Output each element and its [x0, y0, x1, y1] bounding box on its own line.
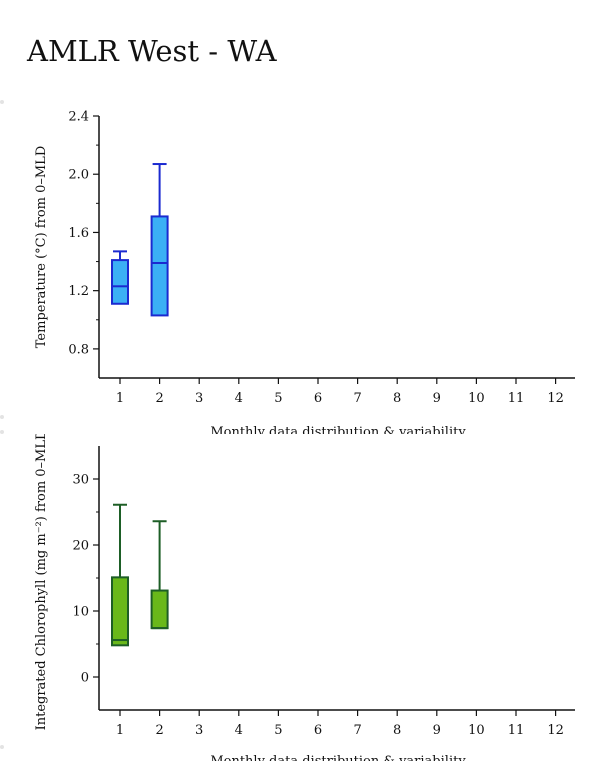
x-tick-label: 3	[195, 391, 203, 406]
y-tick-label: 1.2	[68, 284, 89, 299]
y-tick-label: 1.6	[68, 226, 89, 241]
x-tick-label: 10	[468, 391, 485, 406]
margin-marker	[0, 430, 4, 434]
y-tick-label: 0	[81, 671, 89, 686]
page-title: AMLR West - WA	[27, 34, 277, 68]
temperature-chart: 0.8 1.2 1.6 2.0 2.4 1 2 3 4 5 6 7 8 9 10 11 12 Temperatur…	[0, 100, 600, 434]
x-tick-label: 5	[274, 723, 282, 738]
x-tick-label: 6	[314, 723, 322, 738]
x-tick-label: 11	[508, 391, 525, 406]
x-tick-label: 9	[433, 391, 441, 406]
x-tick-label: 10	[468, 723, 485, 738]
x-tick-label: 1	[116, 723, 124, 738]
x-tick-label: 3	[195, 723, 203, 738]
margin-marker	[0, 745, 4, 749]
box-1	[111, 259, 129, 305]
y-tick-label: 10	[72, 605, 89, 620]
y-axis-title: Temperature (°C) from 0–MLD	[34, 146, 49, 348]
x-tick-label: 8	[393, 723, 401, 738]
x-tick-label: 11	[508, 723, 525, 738]
y-tick-label: 0.8	[68, 342, 89, 357]
margin-marker	[0, 415, 4, 419]
y-tick-label: 20	[72, 539, 89, 554]
x-tick-label: 2	[155, 391, 163, 406]
x-tick-label: 1	[116, 391, 124, 406]
margin-marker	[0, 100, 4, 104]
y-axis-title: Integrated Chlorophyll (mg m⁻²) from 0–M…	[34, 434, 49, 730]
x-tick-label: 4	[235, 723, 243, 738]
y-tick-label: 2.4	[68, 110, 89, 125]
x-tick-label: 4	[235, 391, 243, 406]
x-tick-label: 7	[353, 723, 361, 738]
x-tick-label: 2	[155, 723, 163, 738]
y-tick-label: 30	[72, 473, 89, 488]
x-tick-label: 6	[314, 391, 322, 406]
box-2	[150, 215, 169, 317]
x-tick-label: 7	[353, 391, 361, 406]
x-axis-title: Monthly data distribution & variability	[210, 425, 466, 434]
box-1	[111, 576, 129, 647]
x-axis-title: Monthly data distribution & variability	[210, 754, 466, 761]
x-tick-label: 8	[393, 391, 401, 406]
temperature-chart-svg: 0.81.21.62.02.41 2 3 4 5 6 7 8 9 10 11 12Temperatur…	[34, 110, 575, 434]
x-tick-label: 12	[547, 391, 564, 406]
x-tick-label: 12	[547, 723, 564, 738]
y-tick-label: 2.0	[68, 168, 89, 183]
chlorophyll-chart: 0 10 20 30 1 2 3 4 5 6 7 8 9 10 11 12 Integrated Chlorop…	[0, 434, 600, 761]
x-tick-label: 9	[433, 723, 441, 738]
box-2	[150, 589, 169, 630]
x-tick-label: 5	[274, 391, 282, 406]
